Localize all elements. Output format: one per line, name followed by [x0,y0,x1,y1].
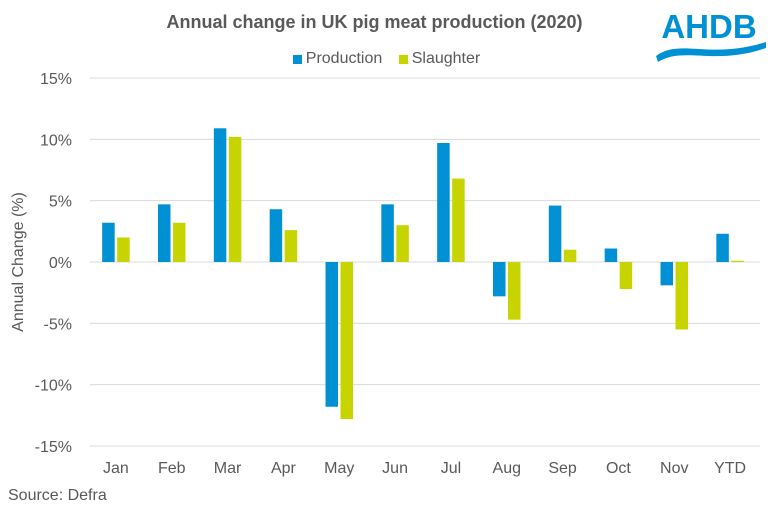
y-tick-label: 15% [40,71,72,88]
legend-label-slaughter: Slaughter [411,50,481,67]
chart-title: Annual change in UK pig meat production … [0,12,773,33]
bar-production-jun [381,204,394,262]
bar-slaughter-mar [228,136,242,262]
y-axis-label: Annual Change (%) [10,192,27,332]
y-tick-label: 5% [49,194,72,211]
x-tick-label: Jan [103,460,129,477]
bar-production-apr [269,209,283,262]
gridlines [90,77,760,447]
bar-production-sep [548,205,562,262]
ahdb-logo: AHDB [656,8,766,62]
bar-production-ytd [716,233,729,262]
legend-label-production: Production [305,50,383,67]
bar-production-may [325,262,338,407]
bar-slaughter-sep [563,249,577,262]
chart-title-text: Annual change in UK pig meat production … [166,12,583,32]
bars [102,128,744,420]
x-tick-label: Nov [660,460,688,477]
x-tick-label: Feb [158,460,186,477]
x-tick-label: Aug [493,460,521,477]
bar-production-oct [604,248,618,262]
bar-production-nov [660,262,673,286]
y-tick-labels: 15% 10% 5% 0% -5% -10% -15% [35,71,72,456]
bar-slaughter-nov [675,262,688,330]
y-tick-label: 10% [40,132,72,149]
x-tick-labels: Jan Feb Mar Apr May Jun Jul Aug Sep Oct Nov YTD [103,460,746,477]
bar-production-mar [213,128,227,262]
y-tick-label: -5% [44,316,72,333]
y-tick-label: -15% [35,439,72,456]
x-tick-label: Jul [441,460,461,477]
legend-swatch-production [292,54,302,64]
bar-slaughter-jun [396,225,409,262]
bar-production-jul [437,143,450,262]
bar-slaughter-feb [173,222,186,262]
bar-slaughter-aug [508,262,521,320]
x-tick-label: May [324,460,354,477]
bar-slaughter-may [340,262,353,420]
bar-slaughter-oct [619,262,633,289]
bar-slaughter-jul [452,178,465,262]
bar-slaughter-jan [117,237,130,262]
bar-slaughter-apr [284,230,298,262]
y-tick-label: 0% [49,255,72,272]
x-tick-label: YTD [714,460,746,477]
x-tick-label: Mar [214,460,242,477]
x-tick-label: Sep [548,460,577,477]
logo-wave-icon [656,42,766,62]
bar-production-aug [493,262,506,297]
legend-item-slaughter: Slaughter [398,50,481,68]
bar-slaughter-ytd [731,260,744,262]
legend-swatch-slaughter [398,54,408,64]
legend-item-production: Production [292,50,383,68]
x-tick-label: Apr [271,460,297,477]
x-tick-label: Jun [382,460,408,477]
legend: Production Slaughter [0,50,773,69]
logo-text: AHDB [661,8,756,45]
source-note: Source: Defra [8,487,107,504]
bar-production-jan [102,222,115,262]
bar-production-feb [158,204,171,262]
y-tick-label: -10% [35,378,72,395]
x-tick-label: Oct [606,460,631,477]
